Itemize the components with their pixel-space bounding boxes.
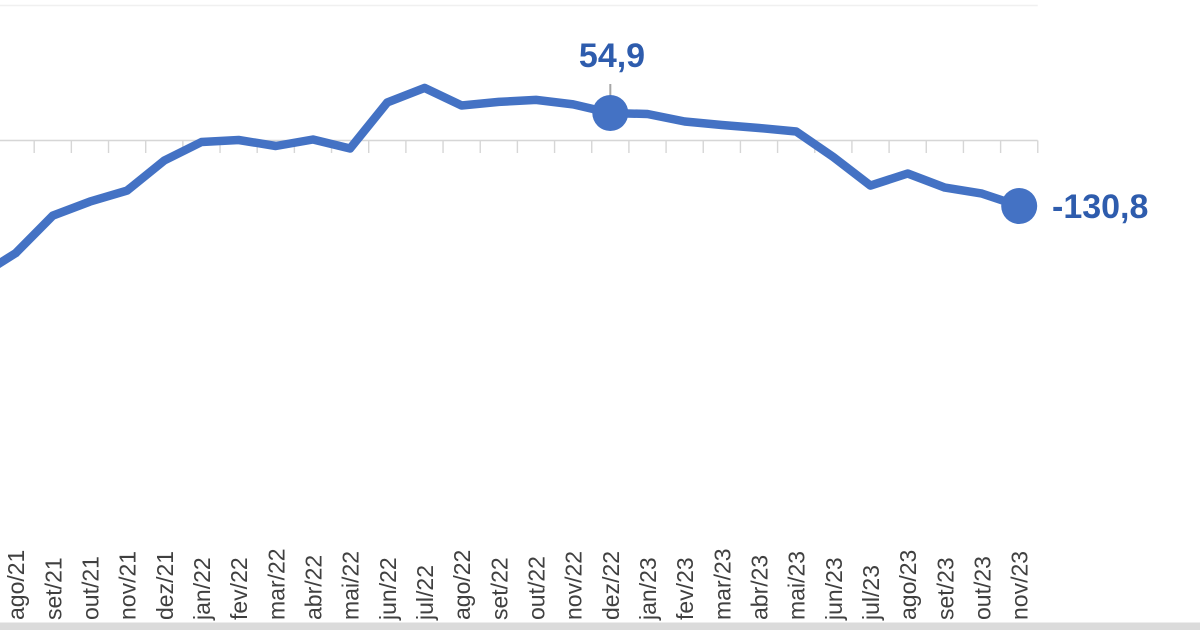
x-axis-label: set/21 [40, 557, 66, 620]
x-axis-label: set/22 [486, 557, 512, 620]
x-axis-label: mai/22 [338, 551, 364, 620]
data-label-peak: 54,9 [578, 37, 646, 75]
x-axis-label: dez/22 [598, 551, 624, 620]
x-axis-label: jun/22 [375, 557, 401, 621]
x-axis-label: nov/22 [561, 551, 587, 620]
data-label-latest: -130,8 [1052, 188, 1149, 226]
x-axis-label: fev/23 [672, 557, 698, 620]
x-axis-label: ago/21 [3, 550, 29, 620]
x-axis-label: nov/23 [1007, 551, 1033, 620]
series-line [0, 83, 1024, 268]
x-axis-label: out/22 [524, 556, 550, 620]
x-axis-label: set/23 [932, 557, 958, 620]
x-axis-label: out/23 [970, 556, 996, 620]
x-axis-label: nov/21 [115, 551, 141, 620]
marker-peak [592, 95, 629, 131]
x-axis-label: abr/23 [747, 555, 773, 620]
bottom-edge-band [0, 622, 1200, 630]
x-axis-label: mar/22 [263, 548, 289, 620]
x-axis-label: mar/23 [709, 548, 735, 620]
x-axis-label: fev/22 [226, 557, 252, 620]
marker-latest [1001, 188, 1038, 224]
x-axis-label: ago/23 [895, 550, 921, 620]
x-axis-label: jul/22 [412, 565, 438, 621]
x-axis-label: out/21 [77, 556, 103, 620]
x-axis-label: jan/22 [189, 557, 215, 621]
x-axis-label: jun/23 [821, 557, 847, 621]
x-axis-label: jan/23 [635, 557, 661, 621]
x-axis-label: ago/22 [449, 550, 475, 620]
x-axis-label: abr/22 [301, 555, 327, 620]
x-axis-label: dez/21 [152, 551, 178, 620]
x-axis-label: mai/23 [784, 551, 810, 620]
x-axis-label: jul/23 [858, 565, 884, 621]
